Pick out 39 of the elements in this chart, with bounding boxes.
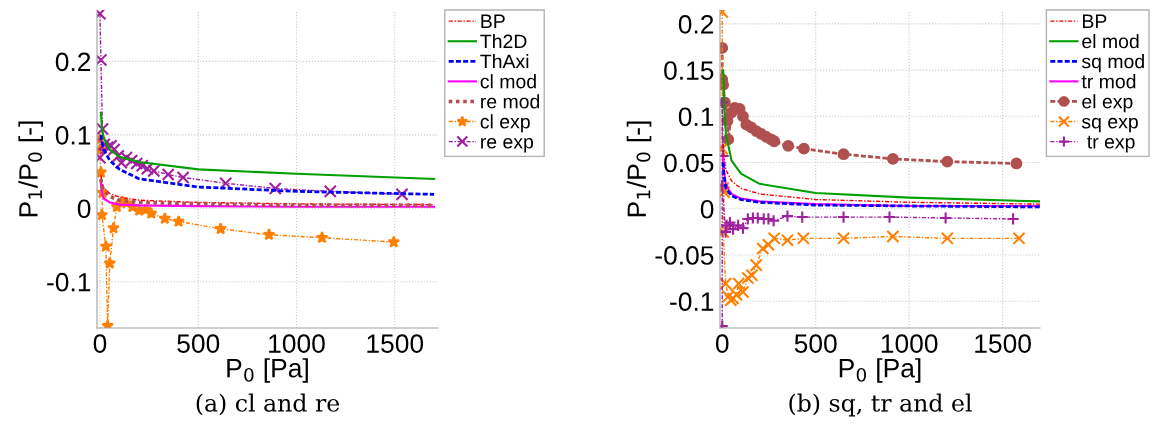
text: (b) sq, tr and el (789, 393, 972, 417)
text: (a) cl and re (196, 393, 340, 416)
legend-label: tr mod (1081, 74, 1136, 89)
x-tick-label: 0 (93, 334, 107, 353)
legend-label: sq mod (1081, 54, 1144, 73)
y-axis-title: P$_{1}$/P$_{0}$ [-] (18, 121, 43, 217)
x-tick-label: 1000 (269, 334, 325, 353)
legend-label: cl mod (480, 74, 536, 89)
y-tick-label: 0.15 (664, 61, 714, 80)
legend-label: ThAxi (480, 54, 529, 69)
y-tick-label: 0.1 (55, 125, 91, 145)
legend-label: Th2D (480, 33, 527, 49)
y-tick-label: 0.1 (678, 107, 714, 127)
x-tick-label: 1500 (367, 334, 424, 353)
legend-label: sq exp (1081, 117, 1138, 133)
x-tick-label: 1500 (975, 334, 1031, 353)
legend-label: el mod (1082, 33, 1139, 49)
y-axis-title: P$_{1}$/P$_{0}$ [-] (626, 121, 652, 217)
y-tick-label: -0.1 (670, 292, 714, 312)
legend-label: BP (1082, 14, 1107, 28)
x-tick-label: 0 (715, 334, 729, 353)
y-tick-label: 0.2 (55, 52, 91, 72)
y-tick-label: -0.1 (47, 272, 91, 292)
y-tick-label: 0 (700, 199, 714, 219)
legend-label: tr exp (1087, 135, 1135, 153)
x-tick-label: 500 (177, 334, 220, 353)
legend-label: cl exp (480, 114, 530, 133)
x-axis-title: P$_{0}$ [Pa] (227, 358, 308, 383)
legend-label: BP (481, 14, 505, 28)
legend-label: el exp (1082, 94, 1133, 113)
x-axis-title: P$_{0}$ [Pa] (839, 358, 921, 383)
x-tick-label: 500 (794, 334, 837, 353)
y-tick-label: 0.05 (664, 153, 714, 173)
y-tick-label: -0.05 (655, 246, 714, 265)
legend-label: re exp (481, 137, 534, 153)
legend-label: re mod (481, 94, 540, 109)
x-tick-label: 1000 (881, 334, 938, 353)
y-tick-label: 0 (77, 199, 91, 219)
y-tick-label: 0.2 (678, 15, 714, 34)
